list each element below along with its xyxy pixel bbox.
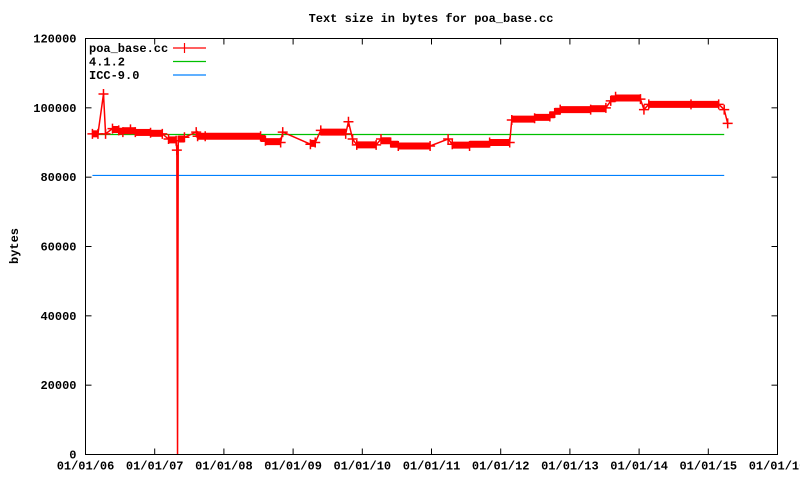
y-tick-label: 60000 [40, 241, 76, 255]
data-point [157, 128, 168, 139]
data-point [585, 104, 596, 115]
y-tick-label: 120000 [33, 33, 76, 47]
data-point [113, 125, 124, 136]
data-point [638, 104, 649, 115]
x-tick-label: 01/01/12 [472, 460, 530, 474]
x-tick-label: 01/01/10 [333, 460, 391, 474]
data-point [117, 127, 128, 138]
data-point [340, 128, 351, 139]
data-point [371, 139, 382, 150]
data-point [100, 128, 111, 139]
data-point [179, 132, 190, 143]
data-point [375, 134, 386, 145]
data-point [600, 102, 611, 113]
y-tick-label: 20000 [40, 379, 76, 393]
data-point [275, 137, 286, 148]
y-tick-label: 100000 [33, 102, 76, 116]
x-tick-label: 01/01/13 [541, 460, 599, 474]
data-point [425, 140, 436, 151]
data-point [310, 137, 321, 148]
data-point [719, 104, 730, 115]
x-tick-label: 01/01/14 [610, 460, 668, 474]
y-axis-label: bytes [8, 228, 22, 264]
data-point [305, 139, 316, 150]
data-point [315, 125, 326, 136]
data-point [447, 139, 458, 150]
x-tick-label: 01/01/11 [403, 460, 461, 474]
data-point [191, 127, 202, 138]
legend-label: ICC-9.0 [89, 69, 139, 83]
legend-label: poa_base.cc [89, 42, 168, 56]
data-point [549, 108, 560, 119]
x-tick-label: 01/01/08 [195, 460, 253, 474]
data-point [347, 134, 358, 145]
data-point [464, 140, 475, 151]
data-point [713, 99, 724, 110]
data-point [605, 95, 616, 106]
series-poa-base-cc [87, 88, 733, 455]
data-point [555, 104, 566, 115]
data-point [635, 94, 646, 105]
data-point [107, 123, 118, 134]
data-point [393, 140, 404, 151]
data-point [277, 127, 288, 138]
y-tick-label: 80000 [40, 171, 76, 185]
data-point [529, 113, 540, 124]
data-point [506, 114, 517, 125]
data-point [610, 91, 621, 102]
x-tick-label: 01/01/09 [264, 460, 322, 474]
data-point [504, 137, 515, 148]
data-point [255, 131, 266, 142]
data-point [343, 116, 354, 127]
data-point [98, 88, 109, 99]
data-point [171, 145, 182, 156]
data-point [484, 137, 495, 148]
data-point [722, 118, 733, 129]
data-point [443, 134, 454, 145]
data-point [145, 127, 156, 138]
data-point [351, 139, 362, 150]
data-point [385, 137, 396, 148]
x-tick-label: 01/01/16 [749, 460, 800, 474]
data-point [260, 135, 271, 146]
data-point [643, 99, 654, 110]
legend-label: 4.1.2 [89, 56, 125, 70]
x-tick-label: 01/01/06 [57, 460, 115, 474]
chart-title: Text size in bytes for poa_base.cc [309, 12, 554, 26]
data-point [200, 131, 211, 142]
x-tick-label: 01/01/07 [126, 460, 184, 474]
x-tick-label: 01/01/15 [679, 460, 737, 474]
data-point [163, 134, 174, 145]
y-tick-label: 0 [69, 449, 76, 463]
data-point [130, 127, 141, 138]
data-point [173, 135, 184, 146]
y-tick-label: 40000 [40, 310, 76, 324]
data-point [686, 99, 696, 110]
